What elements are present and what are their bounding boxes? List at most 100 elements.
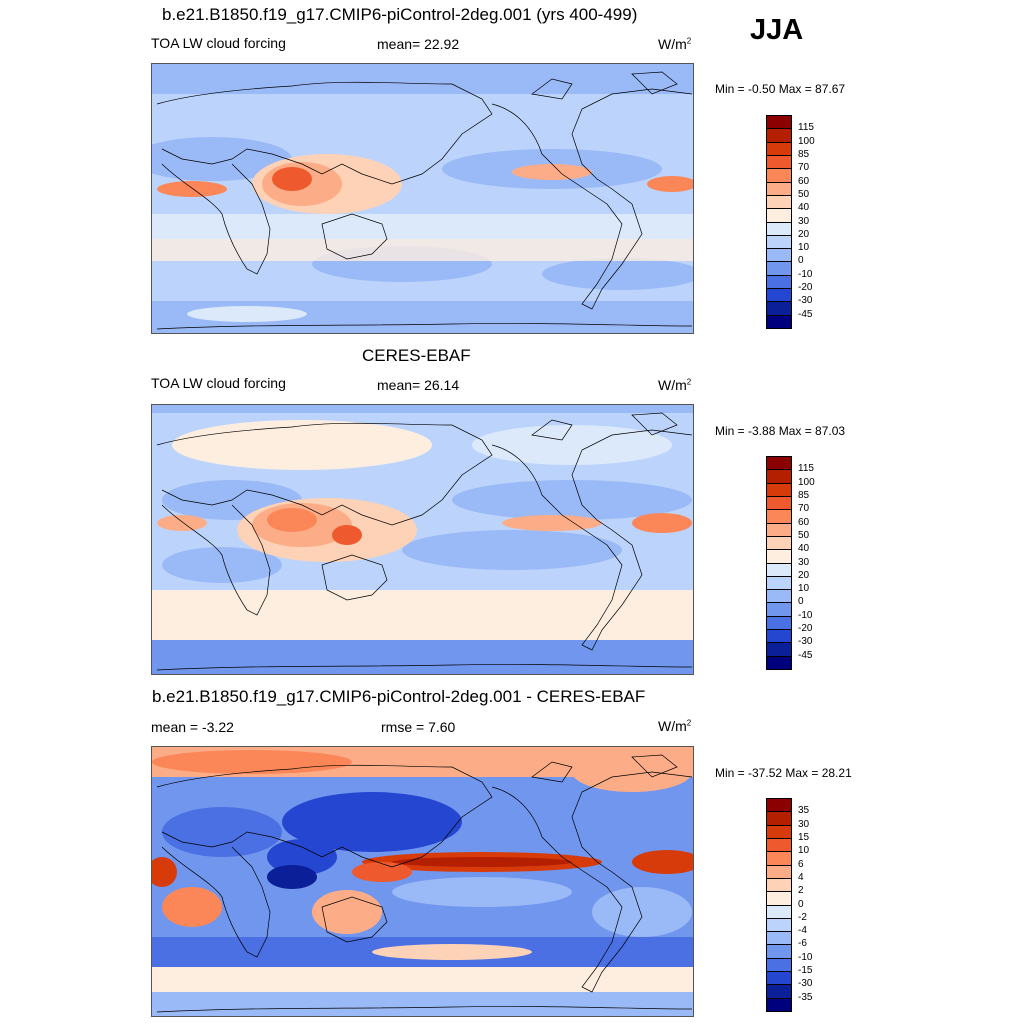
colorbar-tick-label: 70 [798,503,810,515]
colorbar-edge [766,798,792,799]
colorbar-edge [766,261,792,263]
colorbar-swatch [766,168,792,182]
colorbar-swatch [766,141,792,155]
panel-2-mean: mean= 26.14 [377,377,460,393]
colorbar-edge [766,984,792,986]
panel-1-left-label: TOA LW cloud forcing [151,35,286,51]
colorbar-swatch [766,891,792,905]
colorbar-tick-label: 30 [798,818,810,830]
colorbar-tick-label: 70 [798,162,810,174]
colorbar-tick-label: 0 [798,596,804,608]
colorbar-tick-label: -45 [798,649,813,661]
colorbar-tick-label: 50 [798,188,810,200]
map-background [152,64,693,333]
colorbar-tick-label: 0 [798,255,804,267]
panel-2-minmax: Min = -3.88 Max = 87.03 [715,424,846,438]
colorbar-edge [766,931,792,933]
colorbar-tick-label: -20 [798,623,813,635]
panel-2-units: W/m2 [658,377,692,393]
colorbar-tick-label: 100 [798,135,815,147]
colorbar-edge [766,997,792,999]
colorbar-tick-label: 10 [798,845,810,857]
colorbar-tick-label: 4 [798,871,804,883]
colorbar-swatch [766,575,792,590]
colorbar-swatch [766,602,792,616]
colorbar-tick-label: -45 [798,308,813,320]
colorbar-edge [766,957,792,959]
colorbar-edge [766,589,792,591]
colorbar-edge [766,274,792,276]
colorbar-tick-label: 115 [798,463,814,475]
colorbar-tick-label: 2 [798,885,804,897]
colorbar-edge [766,891,792,893]
colorbar-tick-label: 40 [798,202,810,214]
field-contours [152,64,693,333]
colorbar-edge [766,811,792,813]
colorbar-edge [766,154,792,156]
colorbar-swatch [766,301,792,315]
colorbar-edge [766,944,792,946]
colorbar-swatch [766,469,792,483]
colorbar-swatch [766,535,792,550]
colorbar-swatch [766,482,792,496]
colorbar-swatch [766,864,792,878]
field-contours [152,405,693,674]
colorbar-tick-label: 85 [798,489,810,501]
panel-1-title: b.e21.B1850.f19_g17.CMIP6-piControl-2deg… [162,5,638,24]
colorbar-swatch [766,589,792,603]
panel-2-title: CERES-EBAF [362,346,471,365]
colorbar-swatch [766,314,792,328]
colorbar-edge [766,181,792,183]
panel-1-map [151,63,694,334]
panel-1-minmax: Min = -0.50 Max = 87.67 [715,82,846,96]
colorbar-tick-label: 10 [798,583,810,595]
colorbar-edge [766,549,792,551]
colorbar-swatch [766,128,792,142]
colorbar-edge [766,655,792,657]
colorbar-tick-label: 115 [798,122,814,134]
colorbar-edge [766,602,792,604]
colorbar-edge [766,221,792,223]
colorbar-tick-label: 60 [798,516,810,528]
colorbar-swatch [766,984,792,998]
colorbar-tick-label: -2 [798,911,807,923]
panel-3-rmse: rmse = 7.60 [381,719,456,735]
colorbar-tick-label: -4 [798,925,807,937]
colorbar-swatch [766,851,792,865]
colorbar-edge [766,824,792,826]
colorbar-edge [766,115,792,116]
colorbar-tick-label: 0 [798,898,804,910]
colorbar-tick-label: 30 [798,556,810,568]
colorbar-tick-label: 10 [798,242,810,254]
colorbar-tick-label: -30 [798,636,813,648]
colorbar-edge [766,642,792,644]
colorbar-swatch [766,877,792,892]
colorbar-edge [766,248,792,250]
colorbar-edge [766,509,792,511]
colorbar-edge [766,575,792,577]
colorbar-swatch [766,655,792,669]
colorbar-swatch [766,115,792,129]
colorbar-edge [766,562,792,564]
colorbar-edge [766,495,792,497]
colorbar-swatch [766,629,792,643]
colorbar-edge [766,314,792,316]
colorbar-edge [766,141,792,143]
panel-2-map [151,404,694,675]
colorbar-edge [766,877,792,879]
panel-2-colorbar [766,456,792,670]
colorbar-swatch [766,931,792,945]
colorbar-edge [766,669,792,670]
colorbar-swatch [766,181,792,195]
panel-2-left-label: TOA LW cloud forcing [151,375,286,391]
colorbar-tick-label: 60 [798,175,810,187]
colorbar-swatch [766,562,792,576]
colorbar-edge [766,837,792,839]
colorbar-edge [766,469,792,471]
colorbar-swatch [766,798,792,812]
panel-1-mean: mean= 22.92 [377,36,460,52]
colorbar-tick-label: 85 [798,148,810,160]
colorbar-swatch [766,811,792,825]
colorbar-edge [766,522,792,524]
colorbar-tick-label: -10 [798,268,813,280]
